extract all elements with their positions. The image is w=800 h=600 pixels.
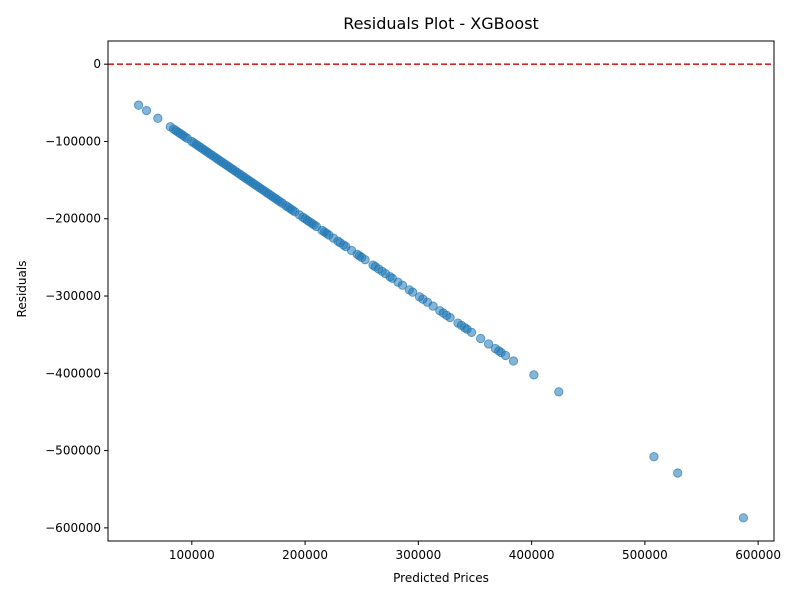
data-point <box>649 452 659 462</box>
x-axis-label: Predicted Prices <box>393 571 489 585</box>
x-tick-label: 400000 <box>509 548 555 562</box>
x-tick-label: 500000 <box>622 548 668 562</box>
chart-title: Residuals Plot - XGBoost <box>343 14 539 33</box>
data-point <box>508 356 519 366</box>
y-tick-label: −400000 <box>45 366 101 380</box>
y-tick-label: −200000 <box>45 212 101 226</box>
data-point <box>397 280 408 290</box>
data-point <box>445 313 455 323</box>
data-point <box>408 287 418 297</box>
data-point <box>360 255 370 265</box>
data-point <box>738 513 749 523</box>
x-tick-label: 600000 <box>735 548 781 562</box>
data-point <box>554 387 564 397</box>
data-point <box>428 301 438 311</box>
data-point <box>466 327 477 337</box>
data-point <box>529 370 539 380</box>
data-point <box>141 105 152 116</box>
x-tick-label: 300000 <box>395 548 441 562</box>
plot-frame <box>107 40 775 542</box>
data-point <box>500 350 511 361</box>
data-point <box>673 468 683 478</box>
plot-area: 100000 200000 300000 400000 500000 600000 0 −10… <box>45 40 781 562</box>
data-point <box>133 100 144 110</box>
y-tick-label: −100000 <box>45 134 101 148</box>
y-tick-label: −500000 <box>45 444 101 458</box>
data-point <box>483 339 494 349</box>
y-tick-label: −600000 <box>45 521 101 535</box>
data-point <box>476 333 486 344</box>
x-tick-label: 100000 <box>169 548 215 562</box>
y-tick-label: 0 <box>93 57 101 71</box>
data-point <box>153 113 163 123</box>
y-axis-label: Residuals <box>15 261 29 318</box>
x-tick-label: 200000 <box>282 548 328 562</box>
y-tick-label: −300000 <box>45 289 101 303</box>
